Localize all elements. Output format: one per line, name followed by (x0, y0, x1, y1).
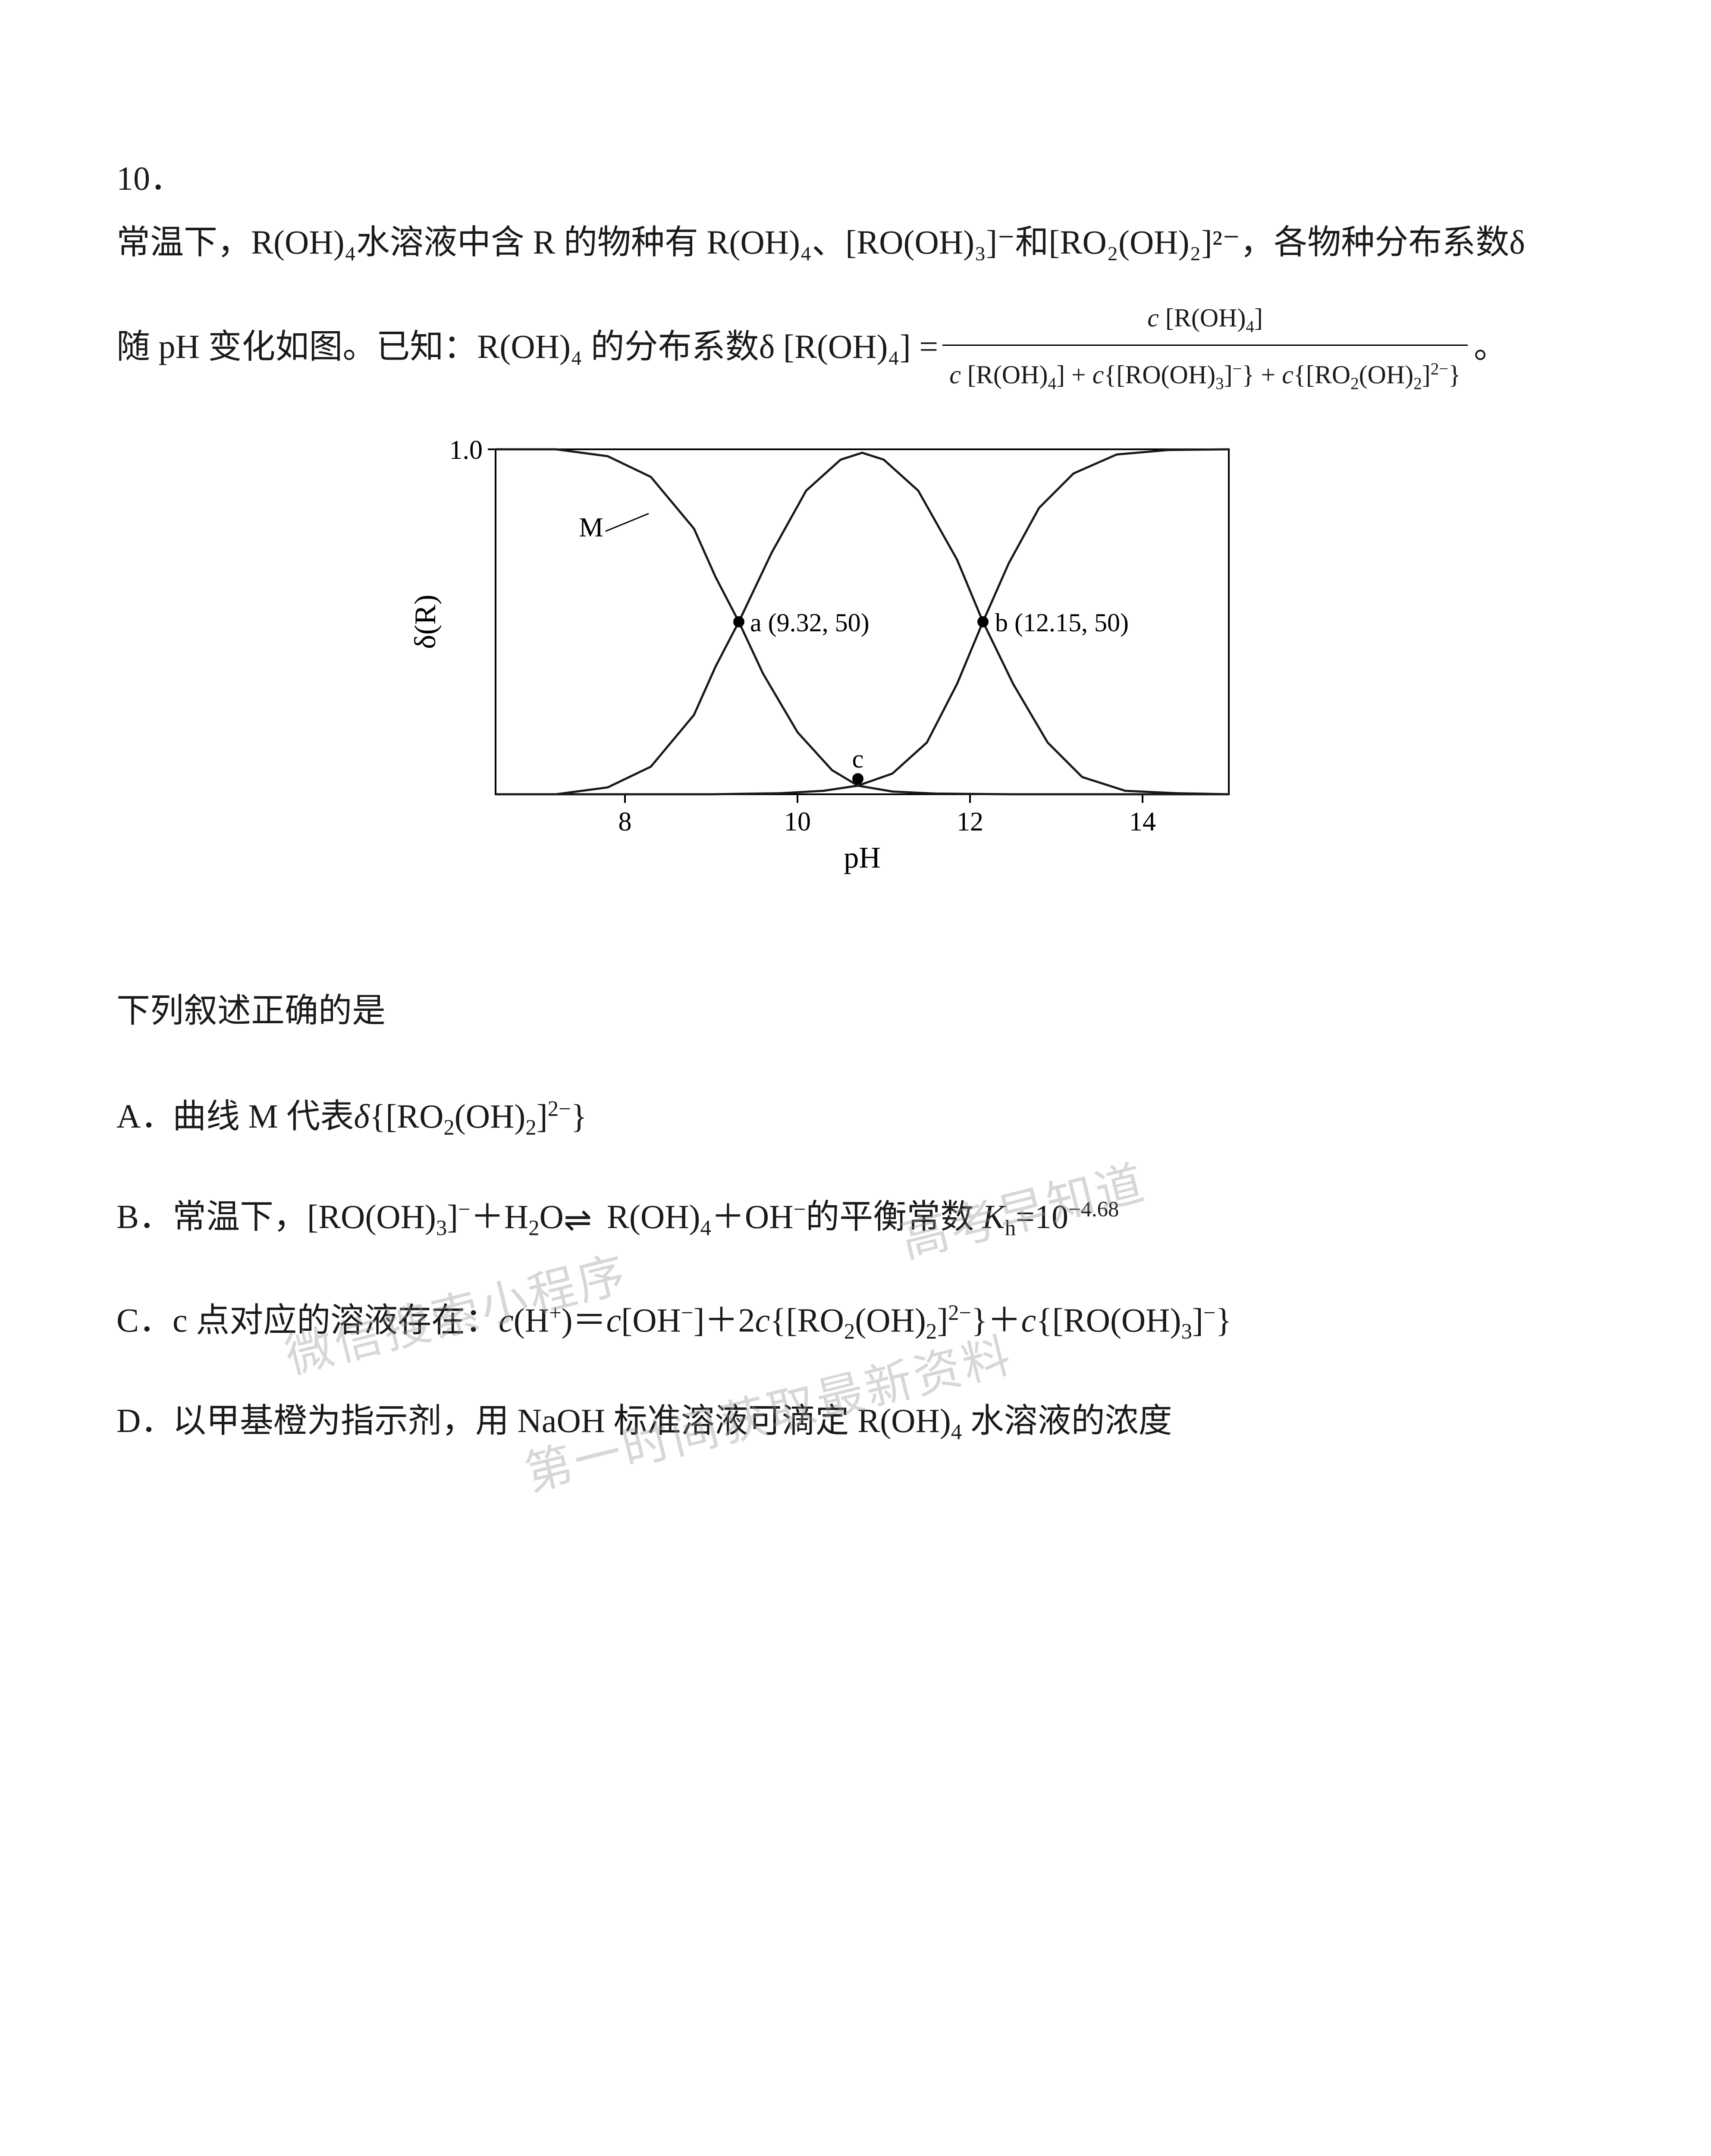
option-a-label: A． (116, 1073, 173, 1160)
equilibrium-arrow-icon (564, 1176, 607, 1264)
options-list: A．曲线 M 代表δ{[RO2(OH)2]2−} B．常温下，[RO(OH)3]… (116, 1073, 1534, 1465)
option-c-text: c 点对应的溶液存在：c(H+)＝c[OH−]＋2c{[RO2(OH)2]2−}… (173, 1301, 1232, 1339)
option-d: D．以甲基橙为指示剂，用 NaOH 标准溶液可滴定 R(OH)4 水溶液的浓度 (116, 1377, 1534, 1465)
svg-text:14: 14 (1129, 807, 1156, 837)
option-a-text: 曲线 M 代表δ{[RO2(OH)2]2−} (173, 1097, 587, 1135)
question-body: 常温下，R(OH)₄水溶液中含 R 的物种有 R(OH)₄、[RO(OH)₃]⁻… (116, 210, 1534, 1478)
svg-text:8: 8 (618, 807, 631, 837)
option-b-label: B． (116, 1173, 173, 1261)
svg-text:1.0: 1.0 (449, 436, 483, 465)
question-10: 10． 常温下，R(OH)₄水溶液中含 R 的物种有 R(OH)₄、[RO(OH… (116, 147, 1595, 1478)
distribution-chart-wrap: 1.0 8 10 12 14 δ(R) pH Ma (9.32, 50) b (12.15, 5… (116, 432, 1534, 927)
distribution-chart: 1.0 8 10 12 14 δ(R) pH Ma (9.32, 50) b (12.15, 5… (396, 432, 1255, 906)
line2-prefix: 随 pH 变化如图。已知：R(OH)₄ 的分布系数δ [R(OH)₄] = (116, 315, 938, 379)
question-number: 10． (116, 147, 177, 210)
option-b-text: 常温下，[RO(OH)3]−＋H2OR(OH)4＋OH−的平衡常数 Kh=10−… (173, 1198, 1119, 1235)
fraction: c [R(OH)4] c [R(OH)4] + c{[RO(OH)3]−} + … (942, 291, 1468, 401)
svg-text:10: 10 (784, 807, 811, 837)
question-prompt: 下列叙述正确的是 (116, 979, 1534, 1043)
svg-text:a (9.32, 50): a (9.32, 50) (750, 608, 870, 637)
option-d-label: D． (116, 1377, 173, 1465)
svg-text:pH: pH (844, 841, 881, 874)
svg-text:12: 12 (957, 807, 983, 837)
question-line-2: 随 pH 变化如图。已知：R(OH)₄ 的分布系数δ [R(OH)₄] = c … (116, 291, 1534, 401)
svg-text:δ(R): δ(R) (409, 594, 442, 649)
option-b: B．常温下，[RO(OH)3]−＋H2OR(OH)4＋OH−的平衡常数 Kh=1… (116, 1173, 1534, 1264)
question-line-1: 常温下，R(OH)₄水溶液中含 R 的物种有 R(OH)₄、[RO(OH)₃]⁻… (116, 210, 1534, 274)
fraction-denominator: c [R(OH)4] + c{[RO(OH)3]−} + c{[RO2(OH)2… (942, 345, 1468, 401)
svg-text:M: M (579, 512, 603, 542)
fraction-numerator: c [R(OH)4] (1140, 291, 1270, 345)
svg-text:c: c (852, 745, 863, 773)
svg-text:b (12.15, 50): b (12.15, 50) (995, 608, 1129, 637)
option-c-label: C． (116, 1277, 173, 1364)
option-d-text: 以甲基橙为指示剂，用 NaOH 标准溶液可滴定 R(OH)4 水溶液的浓度 (173, 1402, 1172, 1439)
option-a: A．曲线 M 代表δ{[RO2(OH)2]2−} (116, 1073, 1534, 1160)
line2-suffix: 。 (1474, 315, 1507, 379)
option-c: C．c 点对应的溶液存在：c(H+)＝c[OH−]＋2c{[RO2(OH)2]2… (116, 1277, 1534, 1364)
